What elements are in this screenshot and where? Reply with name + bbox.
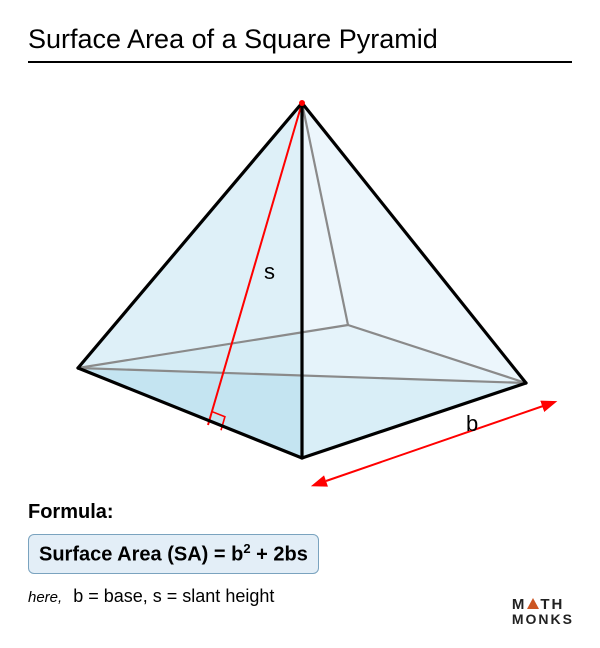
logo-row2: MONKS: [512, 612, 574, 626]
triangle-icon: [527, 598, 539, 609]
legend-text: b = base, s = slant height: [73, 586, 274, 606]
page-title: Surface Area of a Square Pyramid: [28, 24, 572, 63]
svg-text:b: b: [466, 411, 478, 436]
logo-row1: MTH: [512, 597, 574, 612]
formula-prefix: Surface Area (SA) = b: [39, 544, 243, 566]
formula-suffix: + 2bs: [251, 544, 308, 566]
formula-section: Formula: Surface Area (SA) = b2 + 2bs he…: [28, 501, 572, 607]
brand-logo: MTH MONKS: [512, 597, 574, 626]
svg-text:s: s: [264, 259, 275, 284]
pyramid-svg: sb: [28, 73, 572, 493]
formula-legend: here, b = base, s = slant height: [28, 586, 572, 607]
pyramid-diagram: sb: [28, 73, 572, 493]
formula-box: Surface Area (SA) = b2 + 2bs: [28, 534, 319, 574]
legend-here: here,: [28, 589, 62, 606]
formula-label: Formula:: [28, 501, 572, 524]
formula-exponent: 2: [243, 541, 250, 556]
